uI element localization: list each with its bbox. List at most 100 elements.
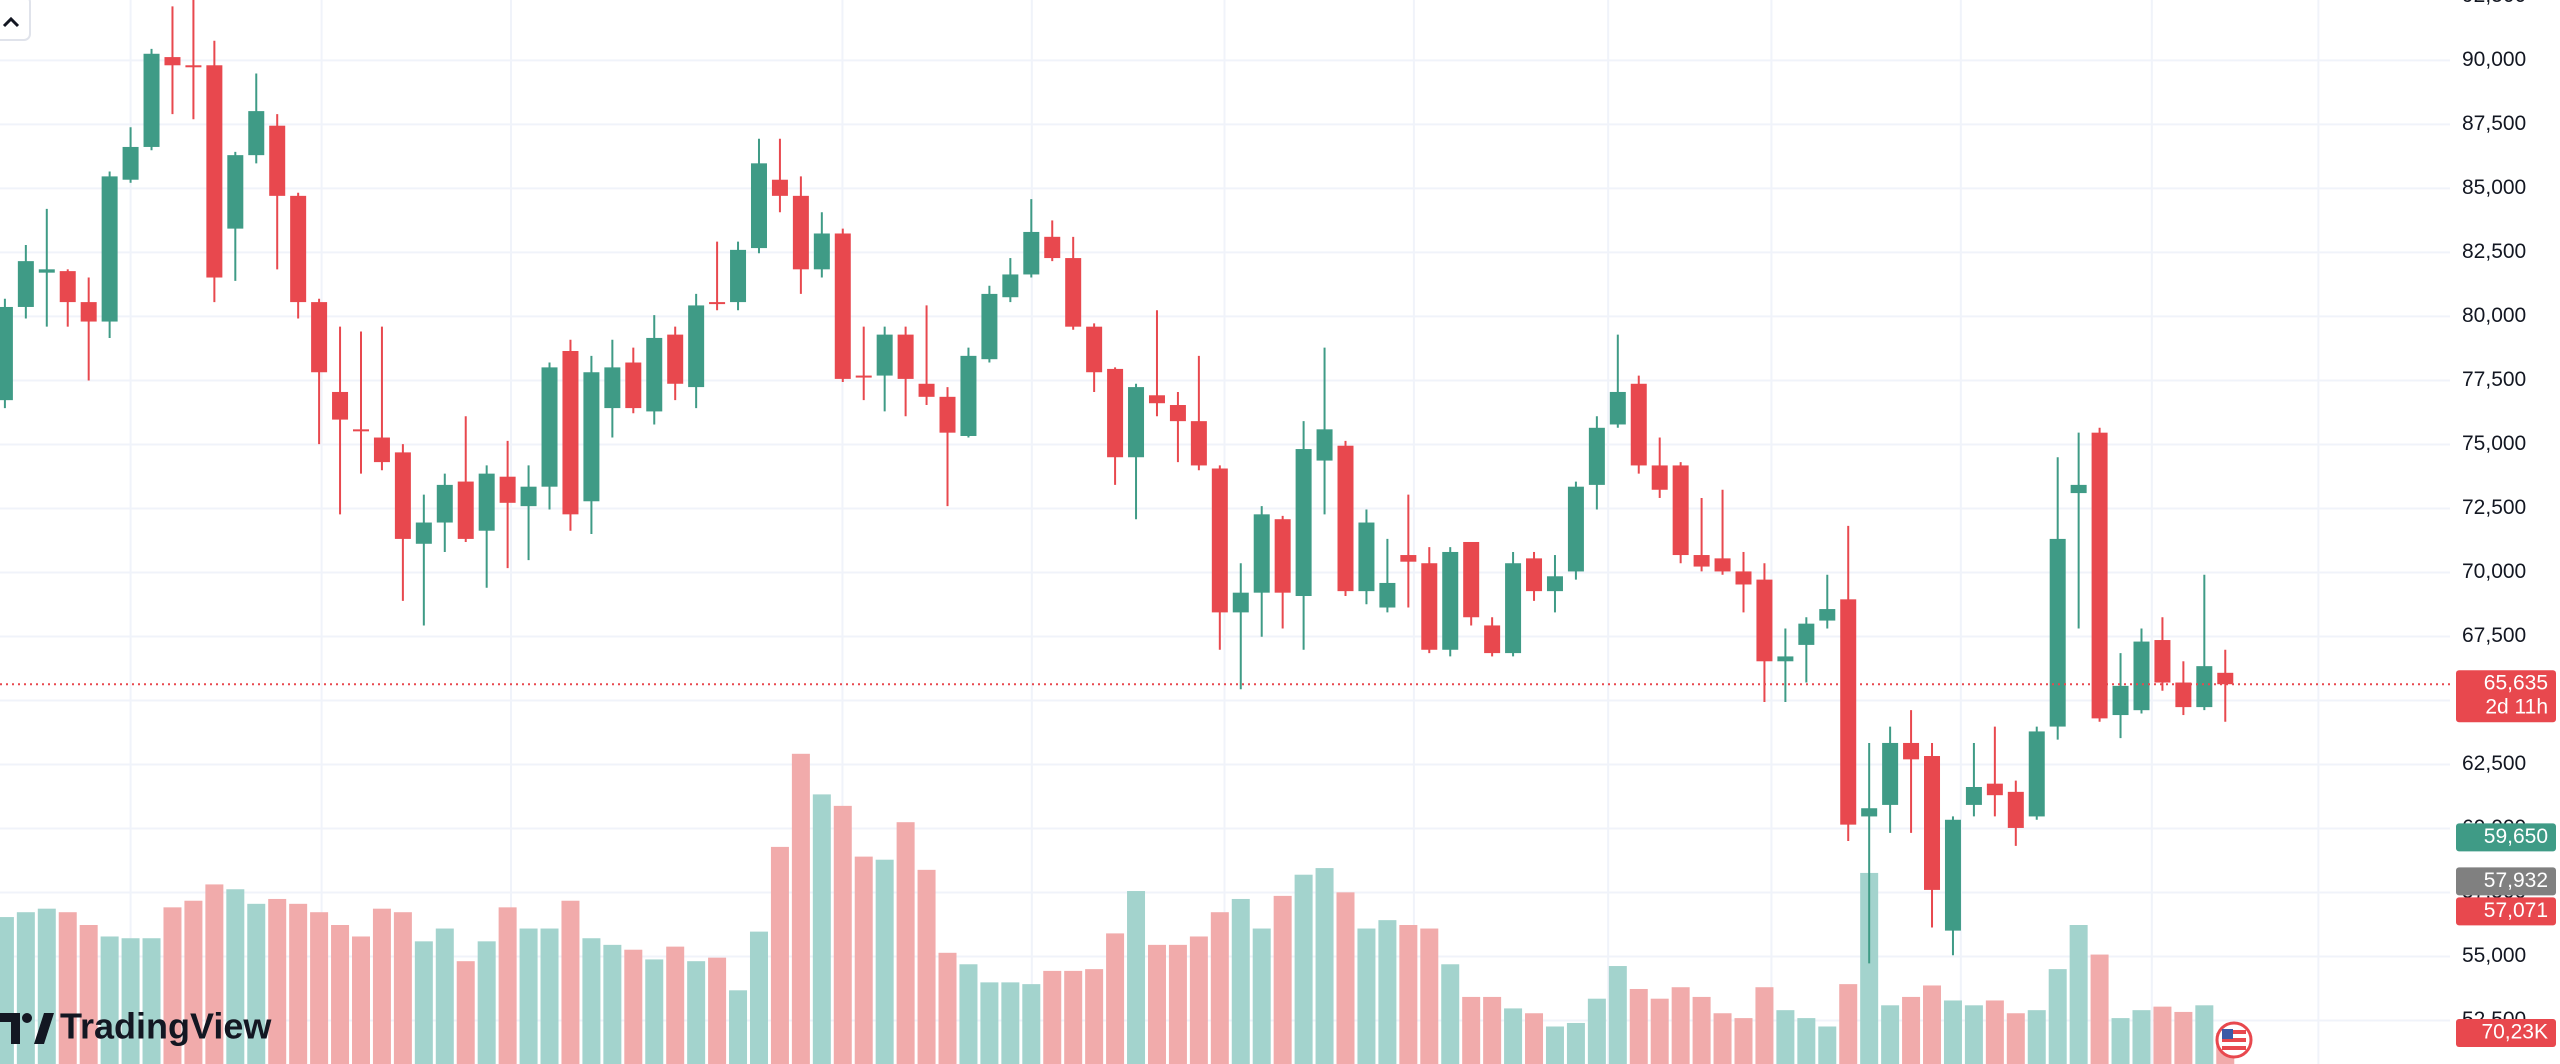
candle-body	[248, 111, 265, 156]
candle-body	[1735, 571, 1752, 585]
candle-body	[17, 261, 34, 307]
logo-slash	[34, 1013, 54, 1044]
candle-body	[457, 481, 474, 539]
candle-body	[1379, 582, 1396, 608]
volume-bar	[1336, 892, 1355, 1064]
candle-body	[562, 350, 579, 515]
volume-bar	[1210, 912, 1229, 1064]
volume-bar	[289, 903, 308, 1064]
volume-bar	[2027, 1010, 2046, 1064]
candle-body	[1924, 756, 1941, 890]
candle-body	[1128, 387, 1145, 458]
volume-bar	[456, 961, 475, 1064]
volume-bar	[1504, 1008, 1523, 1064]
candle-body	[1882, 742, 1899, 805]
candle-body	[2196, 666, 2213, 708]
candle-body	[2217, 672, 2234, 685]
volume-bar	[1399, 925, 1418, 1064]
candle-body	[520, 486, 537, 507]
candle-body	[646, 337, 663, 412]
price-tag-box	[2456, 823, 2556, 852]
candle-body	[960, 355, 977, 436]
volume-bar	[2069, 925, 2088, 1064]
chevron-icon[interactable]	[2, 16, 20, 28]
volume-bar	[351, 936, 370, 1064]
candle-body	[1986, 783, 2003, 796]
candle-body	[1672, 465, 1689, 556]
candle-body	[80, 302, 97, 322]
candle-body	[394, 452, 411, 539]
candle-body	[709, 302, 726, 305]
volume-bar	[435, 928, 454, 1064]
volume-bar	[1231, 898, 1250, 1064]
candle-body	[1169, 405, 1186, 422]
volume-bar	[1525, 1013, 1544, 1064]
candle-body	[1295, 449, 1312, 597]
candle-body	[290, 195, 307, 303]
volume-bar	[875, 859, 894, 1064]
volume-bar	[16, 912, 35, 1064]
volume-bar	[917, 869, 936, 1064]
candle-body	[939, 396, 956, 433]
volume-bar	[1168, 944, 1187, 1064]
volume-bar	[2174, 1011, 2193, 1064]
volume-bar	[1860, 872, 1879, 1064]
candle-body	[688, 305, 705, 388]
price-pane	[0, 0, 2450, 964]
volume-bar	[2090, 954, 2109, 1064]
price-tag-box	[2456, 897, 2556, 926]
candle-body	[1358, 522, 1375, 592]
candle-body	[1567, 486, 1584, 572]
price-tag-label: 57,932	[2484, 869, 2548, 892]
button-frame[interactable]	[0, 0, 31, 41]
volume-bar	[749, 931, 768, 1064]
candle-body	[1693, 555, 1710, 567]
candle-body	[143, 53, 160, 147]
volume-bar	[854, 856, 873, 1064]
volume-bar	[791, 753, 810, 1064]
event-flag[interactable]	[2215, 1021, 2253, 1059]
candle-body	[1714, 558, 1731, 572]
volume-bar	[2195, 1005, 2214, 1064]
candle-body	[1463, 541, 1480, 618]
y-tick-label: 67,500	[2462, 624, 2526, 647]
price-tag-label: 65,635	[2484, 672, 2548, 695]
candle-body	[834, 233, 851, 379]
price-tag-label: 59,650	[2484, 825, 2548, 848]
y-tick-label: 55,000	[2462, 944, 2526, 967]
candle-body	[206, 65, 223, 278]
candle-body	[1316, 429, 1333, 461]
candle-body	[1211, 468, 1228, 613]
volume-bar	[393, 912, 412, 1064]
candle-body	[2007, 791, 2024, 828]
volume-bar	[226, 889, 245, 1064]
candle-body	[1337, 445, 1354, 592]
candle-body	[1651, 465, 1668, 490]
candle-body	[897, 334, 914, 379]
candle-body	[1442, 551, 1459, 650]
flag-canton	[2222, 1029, 2233, 1039]
candle-body	[38, 269, 55, 273]
candle-body	[1588, 427, 1605, 485]
volume-bar	[1545, 1026, 1564, 1064]
candle-body	[750, 163, 767, 249]
volume-bar	[1881, 1005, 1900, 1064]
collapse-button[interactable]	[0, 0, 31, 41]
candle-body	[981, 293, 998, 360]
volume-bar	[184, 900, 203, 1064]
volume-bar	[1755, 987, 1774, 1064]
volume-bar	[100, 936, 119, 1064]
volume-bar	[1608, 966, 1627, 1064]
y-tick-label: 82,500	[2462, 240, 2526, 263]
candle-body	[415, 522, 432, 544]
y-tick-label: 75,000	[2462, 432, 2526, 455]
volume-bar	[2006, 1013, 2025, 1064]
candle-body	[1819, 609, 1836, 621]
volume-bar	[331, 925, 350, 1064]
candle-body	[1190, 421, 1207, 466]
y-tick-label: 80,000	[2462, 304, 2526, 327]
flag-stripe	[2222, 1030, 2246, 1034]
volume-bar	[163, 907, 182, 1064]
candle-body	[332, 391, 349, 420]
